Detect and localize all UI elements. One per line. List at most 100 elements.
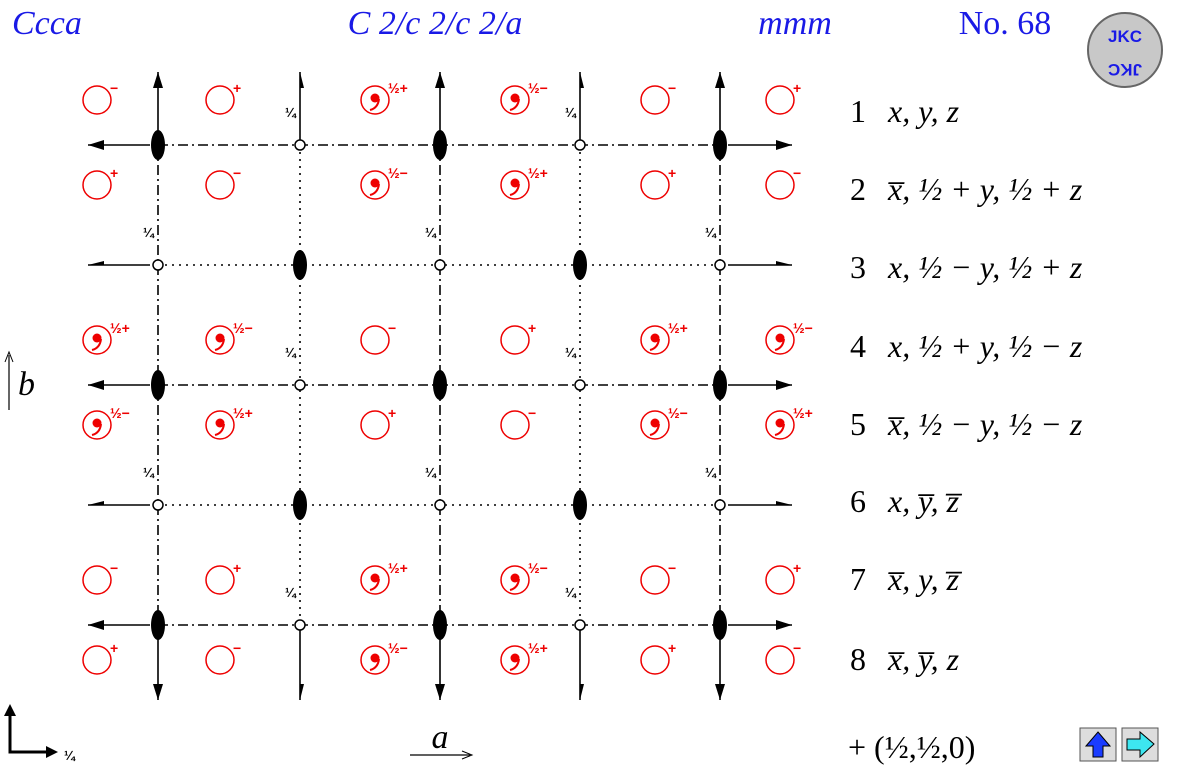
enantiomorph-tail <box>774 423 785 436</box>
enantiomorph-tail <box>509 98 520 111</box>
position-circle <box>500 325 530 355</box>
quarter-label: ¼ <box>565 345 577 360</box>
twofold-axis <box>713 370 727 400</box>
quarter-label: ¼ <box>285 585 297 600</box>
nav-up-icon[interactable] <box>1084 731 1112 758</box>
position-coords: x, y̅, z̅ <box>887 483 962 519</box>
enantiomorph-dot <box>92 333 102 343</box>
twofold-axis <box>433 130 447 160</box>
twofold-axis <box>151 610 165 640</box>
quarter-label: ¼ <box>565 585 577 600</box>
height-label: − <box>110 560 118 576</box>
position-circle <box>765 170 795 200</box>
position-coords: x, ½ + y, ½ − z <box>887 328 1083 364</box>
height-label: + <box>233 560 241 576</box>
position-circle <box>205 645 235 675</box>
height-label: ½− <box>233 320 253 336</box>
arrowhead <box>435 72 445 88</box>
enantiomorph-dot <box>510 653 520 663</box>
position-number: 3 <box>850 249 866 285</box>
position-circle <box>640 85 670 115</box>
quarter-label: ¼ <box>285 345 297 360</box>
point-group: mmm <box>758 5 832 42</box>
position-coords: x̅, y, z̅ <box>887 561 962 597</box>
inversion-center <box>574 139 586 151</box>
position-coords: x̅, ½ + y, ½ + z <box>887 171 1083 207</box>
inversion-center <box>152 259 164 271</box>
arrowhead <box>715 684 725 700</box>
arrowhead <box>88 501 104 505</box>
arrowhead <box>776 501 792 505</box>
position-circle <box>640 565 670 595</box>
enantiomorph-dot <box>650 333 660 343</box>
position-circle <box>500 410 530 440</box>
height-label: ½+ <box>233 405 253 421</box>
enantiomorph-tail <box>649 338 660 351</box>
height-label: ½− <box>388 640 408 656</box>
enantiomorph-dot <box>370 178 380 188</box>
axis-a-arrowhead <box>461 750 474 760</box>
full-symbol: C 2/c 2/c 2/a <box>348 5 523 42</box>
quarter-label: ¼ <box>64 748 76 763</box>
quarter-label: ¼ <box>143 225 155 240</box>
height-label: ½+ <box>793 405 813 421</box>
enantiomorph-tail <box>774 338 785 351</box>
position-number: 5 <box>850 406 866 442</box>
quarter-label: ¼ <box>143 465 155 480</box>
arrowhead <box>88 140 104 150</box>
inversion-center <box>152 499 164 511</box>
enantiomorph-tail <box>649 423 660 436</box>
inversion-center <box>714 499 726 511</box>
coordinate-list: 1 x, y, z 2 x̅, ½ + y, ½ + z 3 x, ½ − y, ½ + … <box>850 93 1083 677</box>
position-circle <box>765 645 795 675</box>
position-coords: x, ½ − y, ½ + z <box>887 249 1083 285</box>
position-coords: x, y, z <box>887 93 960 129</box>
position-circle <box>205 565 235 595</box>
inversion-center <box>714 259 726 271</box>
enantiomorph-dot <box>775 418 785 428</box>
quarter-label: ¼ <box>425 225 437 240</box>
quarter-label: ¼ <box>705 465 717 480</box>
origin-axes-heads <box>4 704 58 758</box>
nav-up[interactable] <box>1079 727 1117 762</box>
centering: + (½,½,0) <box>848 729 975 765</box>
position-circle <box>765 85 795 115</box>
height-label: − <box>793 165 801 181</box>
axis-b-arrowhead <box>4 350 14 363</box>
inversion-center <box>574 619 586 631</box>
height-label: + <box>388 405 396 421</box>
enantiomorph-dot <box>510 573 520 583</box>
twofold-axis <box>151 370 165 400</box>
enantiomorph-tail <box>369 658 380 671</box>
enantiomorph-tail <box>369 98 380 111</box>
height-label: ½− <box>528 80 548 96</box>
enantiomorph-dot <box>215 418 225 428</box>
height-label: + <box>668 165 676 181</box>
height-label: ½− <box>388 165 408 181</box>
height-label: ½+ <box>668 320 688 336</box>
equivalent-positions: − + ½+ ½− − + + − ½− ½+ + − ½+ ½− − + ½+ ½− ½− ½+ + − ½− ½+ − + ½+… <box>82 80 813 675</box>
origin-axes: ¼ <box>4 704 76 763</box>
enantiomorph-dot <box>370 653 380 663</box>
enantiomorph-dot <box>510 93 520 103</box>
height-label: ½+ <box>388 80 408 96</box>
inversion-center <box>434 259 446 271</box>
position-number: 2 <box>850 171 866 207</box>
position-circle <box>640 170 670 200</box>
arrowhead <box>435 684 445 700</box>
enantiomorph-tail <box>91 423 102 436</box>
position-circle <box>82 85 112 115</box>
height-label: − <box>793 640 801 656</box>
height-label: − <box>668 560 676 576</box>
arrowhead <box>153 684 163 700</box>
symbol: Ccca <box>12 5 82 42</box>
position-circle <box>360 410 390 440</box>
position-number: 6 <box>850 483 866 519</box>
twofold-axis <box>573 250 587 280</box>
inversion-center <box>574 379 586 391</box>
nav-next[interactable] <box>1121 727 1159 762</box>
position-number: 4 <box>850 328 866 364</box>
twofold-axis <box>293 490 307 520</box>
nav-next-icon[interactable] <box>1126 730 1155 759</box>
